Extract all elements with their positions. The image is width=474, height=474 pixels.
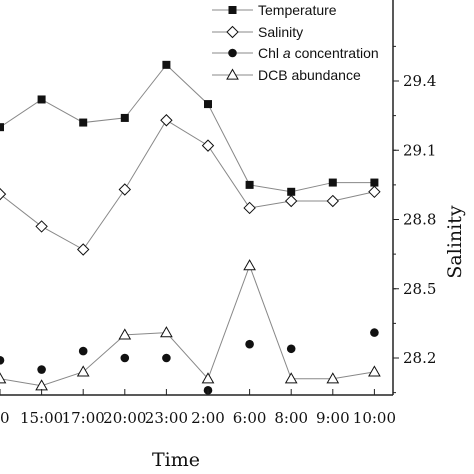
data-point-s3-0: [0, 372, 7, 384]
series-0: [0, 60, 379, 196]
data-point-s3-2: [76, 365, 90, 377]
legend-marker-0: [228, 6, 237, 14]
legend-label-part: concentration: [291, 45, 379, 61]
right-axis-title: Salinity: [444, 205, 466, 278]
series-line-1: [0, 119, 375, 251]
data-point-s3-7: [284, 372, 298, 384]
x-axis-title: Time: [152, 449, 200, 471]
legend: Temperature Salinity Chl a concentration DC…: [212, 2, 379, 83]
legend-item-1: Salinity: [212, 24, 303, 40]
data-point-s3-5: [201, 372, 215, 384]
data-point-s1-4: [160, 114, 173, 127]
data-point-s0-7: [287, 187, 296, 196]
data-point-s1-6: [243, 201, 256, 215]
data-point-s0-3: [120, 113, 129, 122]
data-point-s0-4: [162, 60, 171, 69]
data-point-s1-9: [368, 185, 381, 199]
data-point-s2-2: [78, 346, 88, 356]
y-tick-label-4: 29.4: [403, 72, 436, 90]
data-point-s3-8: [326, 372, 340, 384]
data-point-s1-2: [76, 243, 90, 256]
axis-layer: [0, 0, 394, 396]
legend-marker-3: [226, 68, 239, 80]
y-tick-layer: 28.2 28.5 28.8 29.1 29.4: [393, 45, 436, 394]
data-point-s2-0: [0, 356, 5, 365]
series-line-3: [0, 264, 375, 387]
y-tick-label-2: 28.8: [403, 211, 436, 229]
legend-label-part: a: [283, 45, 291, 61]
data-point-s0-9: [370, 178, 379, 187]
data-point-s2-9: [370, 328, 379, 337]
data-point-s1-7: [284, 194, 298, 208]
series-layer: [0, 60, 381, 395]
legend-item-0: Temperature: [212, 2, 337, 18]
data-point-s3-6: [243, 259, 256, 271]
x-tick-label-5: 2:00: [191, 409, 225, 427]
legend-label-1: Salinity: [258, 24, 303, 40]
series-3: [0, 259, 381, 391]
data-point-s2-7: [286, 344, 296, 354]
x-tick-label-4: 23:00: [145, 409, 188, 427]
x-tick-label-1: 15:00: [20, 409, 63, 427]
legend-item-2: Chl a concentration: [212, 45, 379, 61]
x-tick-label-6: 6:00: [233, 409, 267, 427]
data-point-s0-6: [245, 180, 254, 189]
data-point-s2-6: [245, 339, 254, 349]
legend-label-3: DCB abundance: [258, 67, 361, 83]
x-tick-label-7: 8:00: [274, 409, 308, 427]
x-tick-label-8: 9:00: [316, 409, 350, 427]
legend-label-part: Chl: [258, 45, 283, 61]
data-point-s3-4: [160, 326, 173, 338]
y-tick-label-1: 28.5: [403, 280, 436, 298]
data-point-s1-8: [326, 194, 340, 208]
data-point-s2-3: [120, 353, 130, 363]
data-point-s0-1: [37, 95, 46, 104]
x-tick-label-9: 10:00: [353, 409, 396, 427]
data-point-s2-1: [37, 365, 46, 374]
x-tick-label-0: 00: [0, 409, 10, 427]
data-point-s1-0: [0, 187, 7, 201]
data-point-s0-0: [0, 123, 4, 132]
data-point-s1-3: [118, 183, 132, 196]
series-2: [0, 328, 379, 395]
x-tick-label-3: 20:00: [103, 409, 146, 427]
legend-label-2: Chl a concentration: [258, 45, 379, 61]
data-point-s0-5: [204, 100, 212, 109]
data-point-s0-8: [328, 178, 337, 187]
legend-item-3: DCB abundance: [212, 67, 361, 83]
y-tick-label-0: 28.2: [403, 349, 436, 367]
data-point-s0-2: [79, 118, 88, 127]
series-line-0: [0, 64, 375, 193]
data-point-s1-1: [35, 220, 48, 233]
x-tick-label-2: 17:00: [62, 409, 105, 427]
series-1: [0, 114, 381, 256]
data-point-s1-5: [201, 139, 215, 152]
data-point-s3-9: [368, 365, 381, 377]
data-point-s3-3: [118, 328, 132, 340]
data-point-s2-4: [162, 353, 171, 363]
y-tick-label-3: 29.1: [403, 141, 436, 159]
legend-marker-2: [228, 48, 237, 58]
legend-label-0: Temperature: [258, 2, 337, 18]
legend-marker-1: [226, 25, 239, 39]
